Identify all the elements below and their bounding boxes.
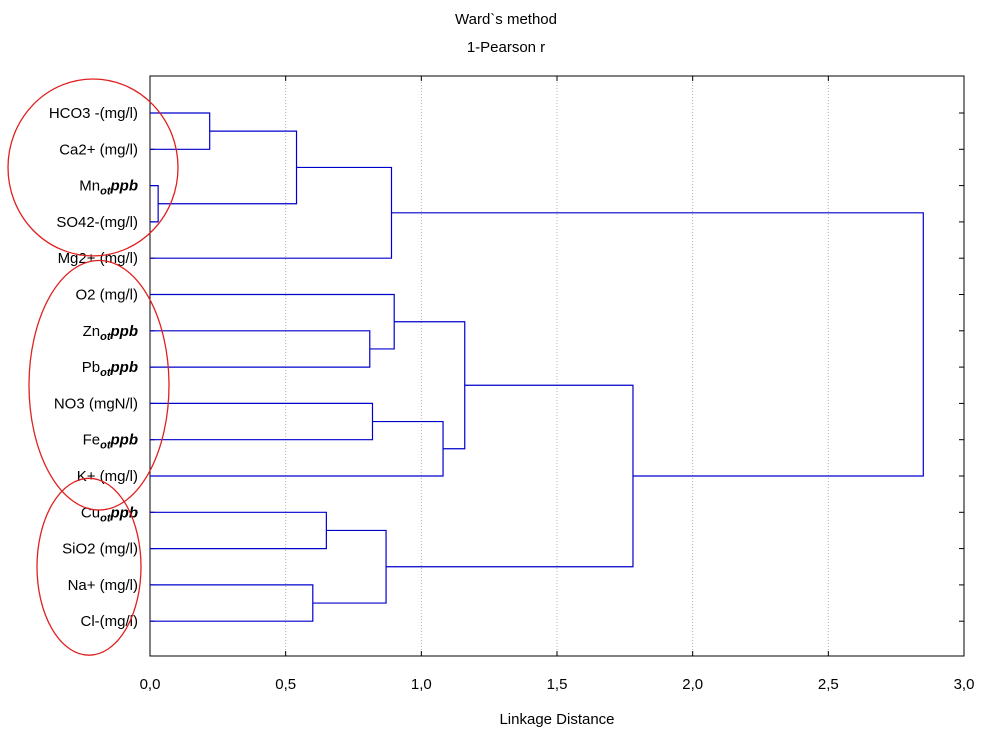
dendrogram-link	[150, 420, 444, 477]
dendrogram-link	[394, 321, 466, 450]
annotation-ellipses	[7, 78, 179, 656]
leaf-label: Feotppb	[83, 432, 138, 452]
leaf-label: Ca2+ (mg/l)	[59, 141, 138, 158]
dendrogram-link	[312, 529, 387, 604]
leaf-label: SiO2 (mg/l)	[62, 541, 138, 558]
annotation-ellipse	[36, 477, 142, 656]
leaf-label: O2 (mg/l)	[75, 287, 138, 304]
dendrogram-link	[150, 185, 159, 223]
leaf-label: Na+ (mg/l)	[68, 577, 138, 594]
leaf-label: K+ (mg/l)	[77, 468, 138, 485]
axis-ticks: 0,0 0,5 1,0 1,5 2,0 2,5 3,0	[140, 76, 975, 693]
dendrogram-links	[150, 112, 924, 622]
dendrogram-link	[150, 293, 395, 350]
leaf-labels: HCO3 -(mg/l) Ca2+ (mg/l) Mnotppb SO42-(mg/l…	[49, 105, 138, 630]
dendrogram-link	[150, 584, 314, 622]
x-tick-label: 1,0	[411, 676, 432, 693]
chart-subtitle: 1-Pearson r	[467, 39, 545, 56]
grid-lines	[285, 76, 829, 656]
chart-title: Ward`s method	[455, 11, 557, 28]
dendrogram-link	[391, 212, 924, 477]
dendrogram-link	[150, 330, 371, 368]
x-tick-label: 0,5	[275, 676, 296, 693]
leaf-label: Cl-(mg/l)	[81, 613, 139, 630]
leaf-label: Pbotppb	[82, 359, 138, 379]
leaf-label: NO3 (mgN/l)	[54, 395, 138, 412]
x-tick-label: 2,0	[682, 676, 703, 693]
x-tick-label: 3,0	[954, 676, 975, 693]
dendrogram-link	[150, 511, 327, 550]
leaf-label: Cuotppb	[81, 504, 138, 524]
x-axis-label: Linkage Distance	[499, 711, 614, 728]
dendrogram-link	[150, 402, 374, 441]
leaf-label: HCO3 -(mg/l)	[49, 105, 138, 122]
dendrogram-link	[386, 384, 634, 568]
leaf-label: Mnotppb	[79, 178, 138, 198]
x-tick-label: 1,5	[547, 676, 568, 693]
annotation-ellipse	[7, 78, 179, 257]
dendrogram-link	[158, 130, 298, 205]
x-tick-label: 2,5	[818, 676, 839, 693]
dendrogram-link	[150, 166, 393, 259]
dendrogram-link	[150, 112, 211, 150]
leaf-label: SO42-(mg/l)	[56, 214, 138, 231]
leaf-label: Znotppb	[83, 323, 138, 343]
x-tick-label: 0,0	[140, 676, 161, 693]
annotation-ellipse	[28, 259, 170, 511]
